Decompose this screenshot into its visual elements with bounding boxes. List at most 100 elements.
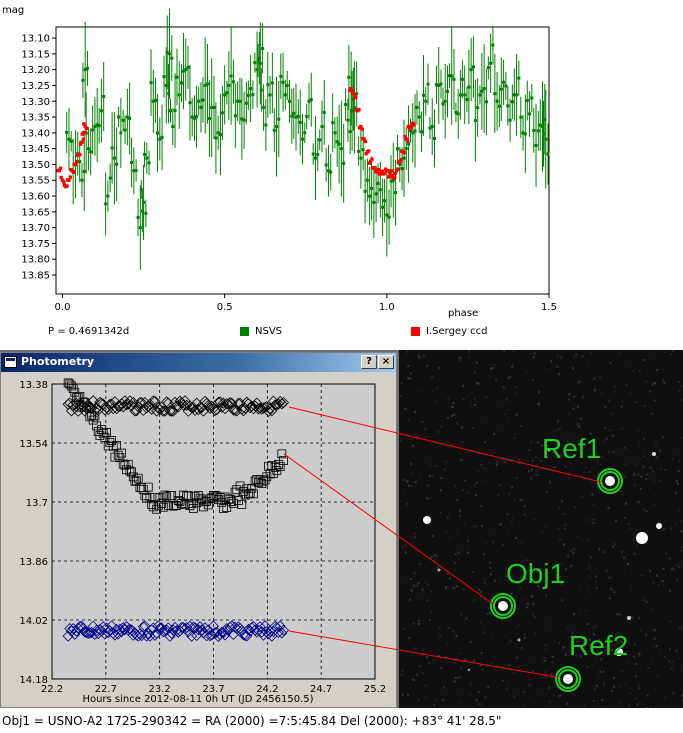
- noise-pixel: [607, 450, 610, 453]
- nsvs-point: [257, 56, 261, 60]
- noise-pixel: [424, 696, 427, 699]
- photometry-window[interactable]: Photometry ? × 13.38 13.54 13.7 13.86 14.02 1…: [0, 352, 397, 708]
- ref1-point: [227, 404, 239, 416]
- noise-pixel: [479, 596, 482, 599]
- noise-pixel: [590, 352, 593, 355]
- noise-pixel: [668, 353, 671, 356]
- noise-pixel: [439, 635, 442, 638]
- noise-pixel: [445, 530, 448, 533]
- noise-pixel: [627, 513, 630, 516]
- ref1-point: [252, 403, 265, 415]
- help-button[interactable]: ?: [361, 355, 377, 369]
- noise-pixel: [585, 610, 588, 613]
- noise-pixel: [556, 355, 559, 358]
- noise-pixel: [545, 649, 548, 652]
- y-tick-label: 13.80: [21, 255, 50, 266]
- noise-pixel: [409, 581, 412, 584]
- noise-pixel: [445, 460, 448, 463]
- nsvs-point: [139, 188, 143, 192]
- photometry-x-tick-label: 22.2: [41, 684, 63, 695]
- noise-pixel: [594, 389, 597, 392]
- noise-pixel: [433, 554, 436, 557]
- noise-pixel: [518, 624, 521, 627]
- photometry-titlebar[interactable]: Photometry ? ×: [1, 353, 396, 372]
- nsvs-point: [218, 133, 222, 137]
- sergey-point: [354, 108, 359, 112]
- ref1-point: [144, 398, 156, 410]
- nsvs-point: [119, 131, 123, 135]
- y-tick-label: 13.50: [21, 160, 50, 171]
- noise-pixel: [558, 506, 561, 509]
- obj1-ring-outer: [490, 593, 516, 619]
- sergey-point: [68, 175, 72, 179]
- nsvs-point: [283, 93, 287, 97]
- ref2-point: [124, 623, 136, 635]
- noise-pixel: [417, 623, 420, 626]
- noise-pixel: [572, 408, 575, 411]
- ref2-point: [194, 621, 206, 633]
- noise-pixel: [418, 473, 421, 476]
- noise-pixel: [645, 633, 648, 636]
- noise-pixel: [434, 699, 437, 702]
- noise-pixel: [475, 481, 478, 484]
- noise-pixel: [488, 611, 491, 614]
- noise-pixel: [477, 703, 480, 706]
- nsvs-point: [307, 99, 311, 103]
- noise-pixel: [511, 516, 514, 519]
- noise-pixel: [658, 650, 661, 653]
- nsvs-point: [400, 167, 404, 171]
- noise-pixel: [420, 477, 423, 480]
- ref2-ring-inner: [558, 669, 578, 689]
- nsvs-point: [482, 87, 486, 91]
- noise-pixel: [677, 381, 680, 384]
- sergey-point: [390, 173, 394, 178]
- sergey-point: [58, 166, 63, 170]
- nsvs-point: [499, 87, 503, 91]
- noise-pixel: [675, 479, 678, 482]
- x-tick-label: 0.0: [55, 302, 71, 313]
- obj1-point: [185, 501, 195, 511]
- nsvs-point: [143, 152, 147, 156]
- noise-pixel: [483, 467, 486, 470]
- nsvs-point: [225, 91, 229, 95]
- nsvs-point: [473, 119, 477, 123]
- noise-pixel: [541, 400, 544, 403]
- noise-pixel: [433, 559, 436, 562]
- photometry-y-ticks: 13.38 13.54 13.7 13.86 14.02 14.18: [19, 380, 48, 686]
- noise-pixel: [405, 502, 408, 505]
- ref2-point: [80, 627, 93, 639]
- noise-pixel: [486, 612, 489, 615]
- nsvs-point: [147, 161, 151, 165]
- noise-pixel: [613, 591, 616, 594]
- y-tick-label: 13.60: [21, 192, 50, 203]
- ref1-point: [277, 397, 290, 409]
- nsvs-point: [476, 106, 480, 110]
- noise-pixel: [587, 584, 590, 587]
- nsvs-point: [205, 82, 209, 86]
- noise-pixel: [678, 565, 681, 568]
- obj1-point: [145, 492, 155, 502]
- nsvs-point: [142, 200, 146, 204]
- sergey-point: [400, 149, 404, 153]
- noise-pixel: [557, 527, 560, 530]
- close-button[interactable]: ×: [378, 355, 394, 369]
- ref1-point: [221, 398, 233, 410]
- obj1-point: [125, 466, 135, 476]
- noise-pixel: [442, 672, 445, 675]
- ref2-point: [166, 627, 178, 639]
- ref2-star: [563, 674, 573, 684]
- noise-pixel: [574, 369, 577, 372]
- noise-pixel: [523, 633, 526, 636]
- noise-pixel: [541, 568, 544, 571]
- obj1-point: [259, 476, 268, 486]
- nsvs-point: [203, 83, 207, 87]
- noise-pixel: [621, 400, 624, 403]
- nsvs-point: [309, 98, 313, 102]
- noise-pixel: [404, 407, 407, 410]
- sergey-point: [389, 169, 394, 173]
- sergey-point: [357, 107, 361, 112]
- sergey-point: [405, 139, 410, 144]
- noise-pixel: [598, 376, 601, 379]
- noise-pixel: [453, 630, 456, 633]
- noise-pixel: [439, 489, 442, 492]
